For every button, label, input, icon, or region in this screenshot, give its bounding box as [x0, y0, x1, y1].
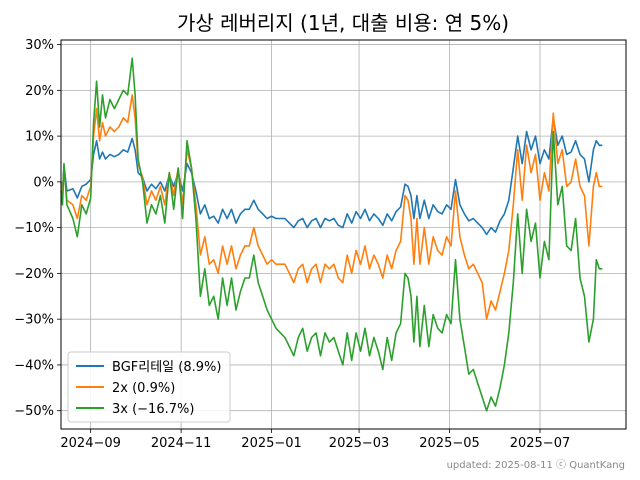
- y-tick-label: −20%: [14, 267, 54, 282]
- y-tick-label: −10%: [14, 221, 54, 236]
- legend-label: 3x (−16.7%): [112, 402, 194, 417]
- footer-credit: updated: 2025-08-11 ⓒ QuantKang: [447, 459, 625, 471]
- y-tick-label: −30%: [14, 313, 54, 328]
- y-axis: 30% 20% 10% 0% −10% −20% −30% −40% −50%: [14, 38, 61, 419]
- series-lines: [60, 57, 603, 412]
- legend-box: [67, 351, 231, 423]
- x-tick-label: 2024−09: [60, 436, 121, 451]
- y-tick-label: 20%: [25, 84, 54, 99]
- x-tick-label: 2025−01: [241, 436, 302, 451]
- series-line-1: [60, 117, 603, 236]
- plot-frame: [60, 39, 627, 430]
- legend: BGF리테일 (8.9%) 2x (0.9%) 3x (−16.7%): [67, 351, 231, 423]
- x-tick-label: 2025−07: [510, 436, 571, 451]
- series-line-3: [60, 57, 603, 412]
- y-tick-label: −40%: [14, 358, 54, 373]
- x-axis: 2024−09 2024−11 2025−01 2025−03 2025−05 2025−…: [60, 429, 570, 451]
- y-tick-label: 10%: [25, 130, 54, 145]
- y-tick-label: −50%: [14, 404, 54, 419]
- x-tick-label: 2025−05: [419, 436, 480, 451]
- y-tick-label: 0%: [33, 175, 54, 190]
- x-tick-label: 2024−11: [151, 436, 212, 451]
- x-tick-label: 2025−03: [329, 436, 390, 451]
- legend-label: BGF리테일 (8.9%): [112, 360, 221, 375]
- legend-label: 2x (0.9%): [112, 381, 175, 396]
- chart-title: 가상 레버리지 (1년, 대출 비용: 연 5%): [177, 11, 509, 35]
- y-tick-label: 30%: [25, 38, 54, 53]
